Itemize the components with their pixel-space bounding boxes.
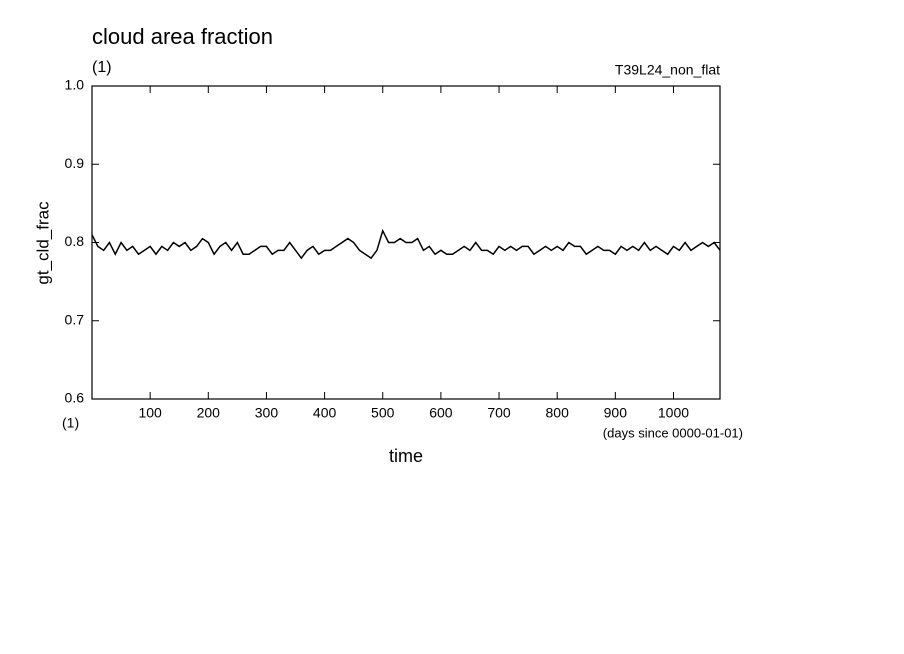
y-tick-label: 0.7 — [65, 311, 85, 327]
x-tick-label: 400 — [313, 405, 337, 421]
x-tick-label: 100 — [138, 405, 162, 421]
annotation: T39L24_non_flat — [615, 62, 720, 78]
y-unit: (1) — [62, 415, 79, 431]
title-unit: (1) — [92, 59, 112, 76]
x-tick-label: 1000 — [658, 405, 689, 421]
y-tick-label: 0.6 — [65, 390, 85, 406]
x-tick-label: 900 — [604, 405, 628, 421]
y-axis-label: gt_cld_frac — [33, 201, 52, 285]
y-tick-label: 0.9 — [65, 155, 85, 171]
x-tick-label: 300 — [255, 405, 279, 421]
x-tick-label: 500 — [371, 405, 395, 421]
x-tick-label: 200 — [197, 405, 221, 421]
x-tick-label: 600 — [429, 405, 453, 421]
x-unit: (days since 0000-01-01) — [603, 425, 743, 440]
x-tick-label: 700 — [487, 405, 511, 421]
x-tick-label: 800 — [546, 405, 570, 421]
y-tick-label: 0.8 — [65, 233, 85, 249]
y-tick-label: 1.0 — [65, 77, 85, 93]
x-axis-label: time — [389, 446, 423, 466]
data-line — [91, 228, 721, 260]
chart-title: cloud area fraction — [92, 24, 273, 49]
